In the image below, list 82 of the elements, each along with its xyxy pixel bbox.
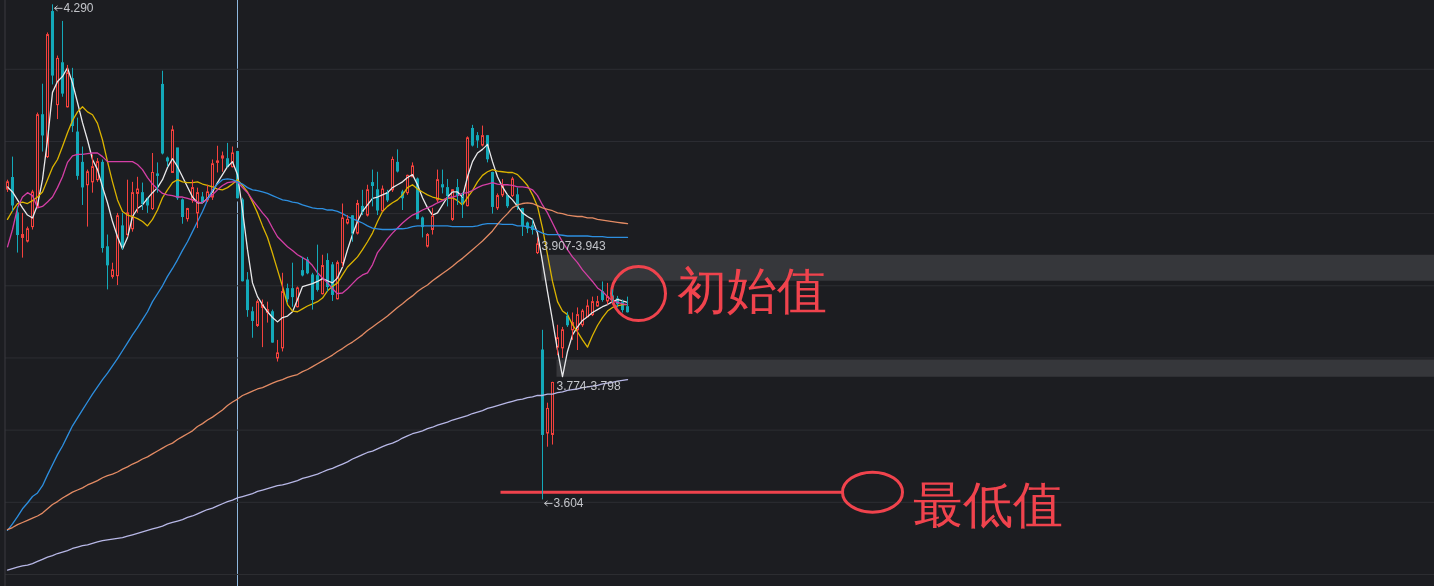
candlestick bbox=[126, 179, 129, 238]
candlestick bbox=[591, 296, 594, 316]
candlestick bbox=[576, 306, 579, 351]
candlestick bbox=[306, 256, 309, 274]
candlestick bbox=[481, 125, 484, 146]
candlestick bbox=[111, 262, 114, 280]
candlestick bbox=[181, 199, 184, 225]
candlestick bbox=[156, 161, 159, 194]
candlestick bbox=[346, 214, 349, 224]
candlestick bbox=[146, 197, 149, 214]
candlestick bbox=[81, 146, 84, 206]
candlestick bbox=[86, 169, 89, 228]
candlestick bbox=[26, 226, 29, 242]
candlestick bbox=[216, 145, 219, 173]
ref-line-label: 最低值 bbox=[912, 476, 1063, 535]
candlestick bbox=[396, 148, 399, 172]
candlestick bbox=[506, 195, 509, 209]
candlestick bbox=[436, 169, 439, 203]
candlestick bbox=[596, 295, 599, 307]
candlestick bbox=[291, 262, 294, 308]
candlestick bbox=[121, 212, 124, 251]
candlestick bbox=[116, 212, 119, 286]
candlestick bbox=[256, 299, 259, 326]
candlestick bbox=[11, 156, 14, 212]
candlestick bbox=[571, 311, 574, 341]
candlestick bbox=[586, 299, 589, 318]
candlestick bbox=[246, 271, 249, 318]
candlestick bbox=[161, 70, 164, 154]
candlestick bbox=[541, 329, 544, 500]
candlestick bbox=[36, 112, 39, 207]
candlestick bbox=[186, 208, 189, 223]
candlestick bbox=[426, 234, 429, 247]
candlestick bbox=[141, 182, 144, 211]
candlestick bbox=[366, 184, 369, 216]
candlestick bbox=[511, 176, 514, 197]
candlestick bbox=[151, 152, 154, 210]
candlestick bbox=[311, 272, 314, 311]
candlestick bbox=[561, 326, 564, 359]
candlestick bbox=[356, 199, 359, 234]
candlestick bbox=[451, 189, 454, 220]
candlestick bbox=[341, 203, 344, 268]
candlestick bbox=[106, 234, 109, 290]
candlestick bbox=[6, 179, 9, 193]
candlestick bbox=[221, 151, 224, 173]
candlestick bbox=[371, 169, 374, 207]
text: 初始值 bbox=[676, 261, 827, 320]
candlestick bbox=[501, 178, 504, 198]
candlestick bbox=[446, 178, 449, 207]
candlestick bbox=[431, 207, 434, 236]
annotation: 4.290 bbox=[63, 1, 94, 16]
candlestick bbox=[91, 153, 94, 194]
annotation: 3.604 bbox=[553, 496, 584, 511]
candlestick bbox=[201, 191, 204, 203]
candlestick bbox=[251, 306, 254, 339]
candlestick bbox=[386, 189, 389, 203]
candlestick bbox=[166, 157, 169, 168]
candlestick bbox=[476, 131, 479, 149]
candlestick bbox=[496, 192, 499, 211]
candlestick bbox=[51, 3, 54, 85]
candlestick bbox=[61, 20, 64, 98]
candlestick bbox=[101, 158, 104, 254]
candlestick bbox=[441, 169, 444, 194]
candlestick bbox=[536, 236, 539, 254]
candlestick bbox=[206, 184, 209, 203]
candlestick bbox=[566, 311, 569, 328]
candlestick bbox=[376, 171, 379, 216]
candlestick bbox=[556, 324, 559, 356]
candlestick bbox=[76, 117, 79, 181]
candlestick bbox=[196, 187, 199, 229]
candlestick bbox=[96, 157, 99, 183]
candlestick bbox=[16, 205, 19, 254]
candlestick bbox=[271, 309, 274, 343]
candlestick bbox=[301, 256, 304, 276]
candlestick bbox=[191, 179, 194, 204]
candlestick bbox=[136, 176, 139, 214]
candlestick bbox=[41, 83, 44, 153]
candlestick bbox=[46, 31, 49, 158]
candlestick bbox=[131, 181, 134, 233]
candlestick bbox=[276, 339, 279, 363]
candlestick bbox=[66, 64, 69, 108]
candlestick bbox=[581, 308, 584, 328]
candlestick bbox=[211, 158, 214, 201]
